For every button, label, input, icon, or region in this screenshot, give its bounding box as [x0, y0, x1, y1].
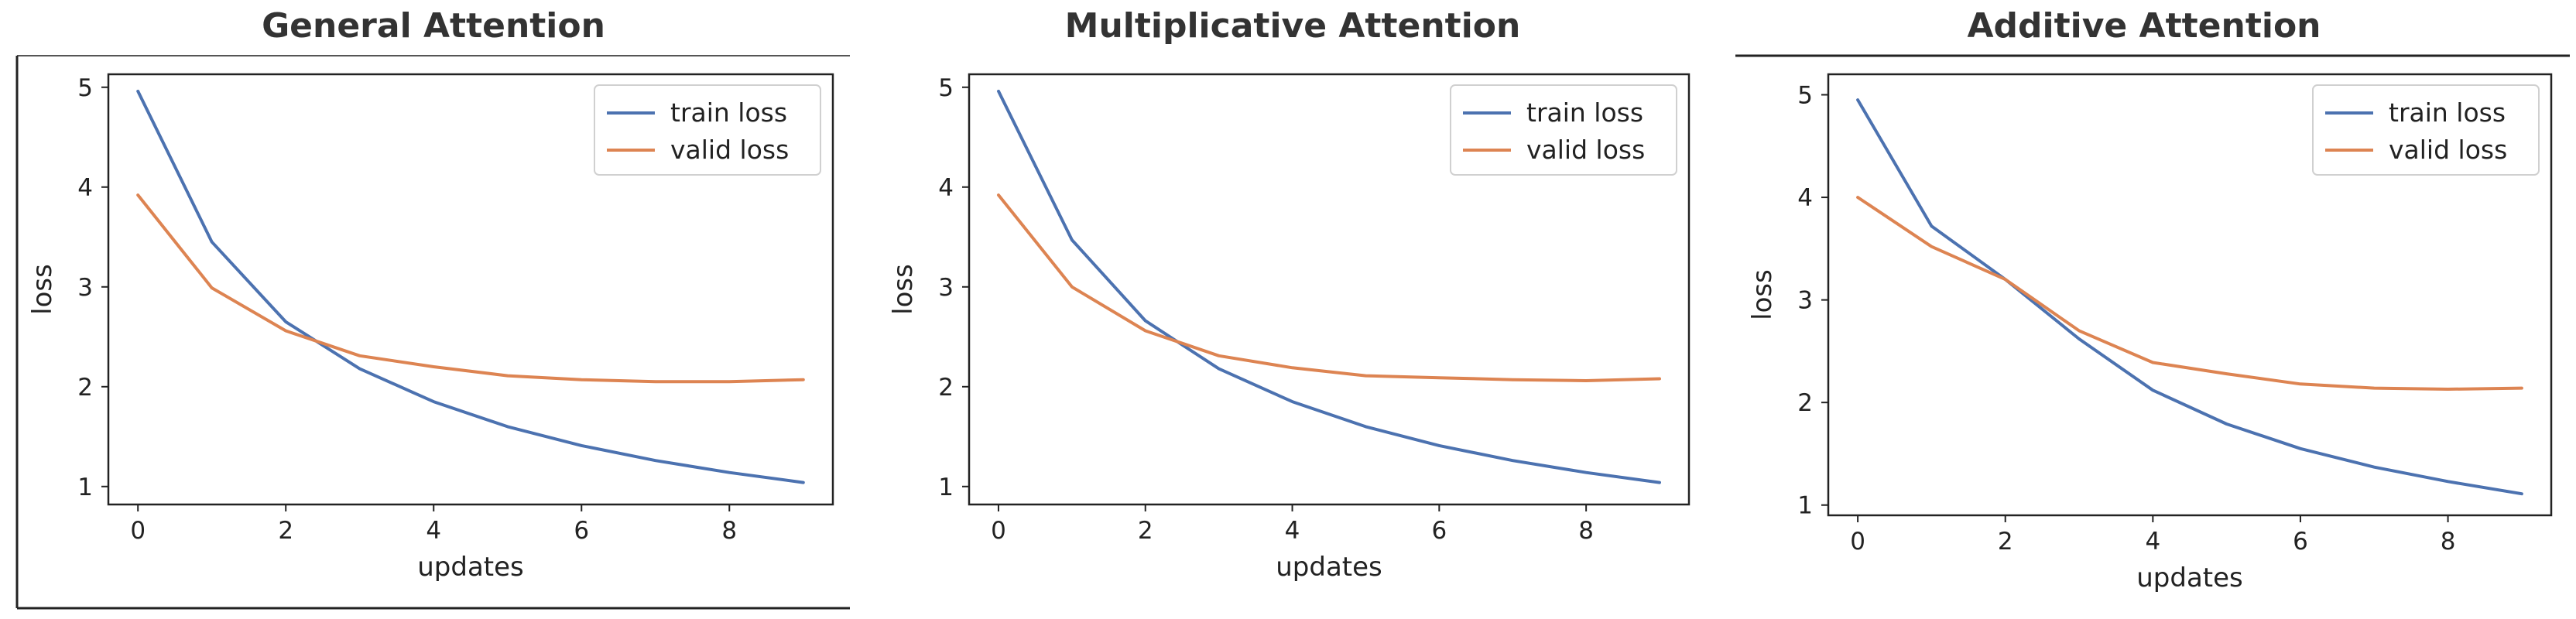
legend-label-valid-loss: valid loss: [1526, 135, 1645, 165]
chart-title-multiplicative: Multiplicative Attention: [1064, 6, 1521, 46]
chart-title-additive: Additive Attention: [1967, 6, 2321, 46]
x-tick-label: 6: [574, 517, 589, 545]
chart-panel-1: 0 2 4 6 8 1 2 3 4 5 updates loss train loss valid los…: [27, 73, 834, 583]
x-tick-label: 8: [721, 517, 737, 545]
x-tick-label: 2: [1138, 517, 1153, 545]
legend-label-valid-loss: valid loss: [670, 135, 789, 165]
x-tick-label: 0: [991, 517, 1006, 545]
chart-panel-2: 0 2 4 6 8 1 2 3 4 5 updates loss train loss valid los…: [888, 73, 1690, 583]
chart-panel-3: 0 2 4 6 8 1 2 3 4 5 updates loss train loss valid los…: [1747, 73, 2553, 593]
x-tick-label: 0: [1850, 528, 1865, 556]
legend-label-train-loss: train loss: [2389, 97, 2506, 128]
plot-frame: [968, 73, 1690, 506]
series-line-valid-loss: [997, 193, 1661, 382]
y-axis-label: loss: [888, 264, 919, 315]
y-tick-label: 2: [938, 374, 954, 402]
plot-frame: [1827, 73, 2553, 517]
x-axis-label: updates: [417, 552, 524, 583]
legend-label-valid-loss: valid loss: [2389, 135, 2507, 165]
y-tick-label: 4: [77, 174, 93, 202]
y-tick-label: 3: [77, 274, 93, 302]
plot-frame: [107, 73, 834, 506]
legend-label-train-loss: train loss: [670, 97, 787, 128]
series-line-valid-loss: [1856, 196, 2523, 391]
series-line-train-loss: [1856, 98, 2523, 496]
x-tick-label: 2: [278, 517, 293, 545]
series-line-valid-loss: [136, 193, 805, 384]
x-axis-label: updates: [1276, 552, 1382, 583]
y-tick-label: 1: [1797, 492, 1813, 520]
y-tick-label: 2: [77, 374, 93, 402]
legend-box: [1450, 84, 1677, 176]
x-tick-label: 6: [2293, 528, 2308, 556]
x-tick-label: 8: [1578, 517, 1594, 545]
y-tick-label: 5: [77, 74, 93, 102]
y-tick-label: 5: [938, 74, 954, 102]
x-tick-label: 4: [1285, 517, 1300, 545]
legend-box: [2312, 84, 2540, 176]
y-tick-label: 4: [1797, 184, 1813, 212]
y-tick-label: 1: [938, 474, 954, 501]
y-tick-label: 4: [938, 174, 954, 202]
x-tick-label: 0: [130, 517, 146, 545]
chart-title-general: General Attention: [262, 6, 605, 46]
y-axis-label: loss: [1747, 269, 1778, 320]
x-axis-label: updates: [2136, 563, 2243, 593]
x-tick-label: 8: [2441, 528, 2456, 556]
x-tick-label: 4: [426, 517, 441, 545]
y-axis-label: loss: [27, 264, 58, 315]
x-tick-label: 6: [1431, 517, 1447, 545]
y-tick-label: 3: [1797, 287, 1813, 315]
y-tick-label: 5: [1797, 82, 1813, 110]
series-line-train-loss: [136, 89, 805, 484]
x-tick-label: 2: [1998, 528, 2013, 556]
y-tick-label: 2: [1797, 389, 1813, 417]
legend-box: [594, 84, 821, 176]
y-tick-label: 1: [77, 474, 93, 501]
x-tick-label: 4: [2145, 528, 2160, 556]
series-line-train-loss: [997, 89, 1661, 484]
y-tick-label: 3: [938, 274, 954, 302]
legend-label-train-loss: train loss: [1526, 97, 1643, 128]
